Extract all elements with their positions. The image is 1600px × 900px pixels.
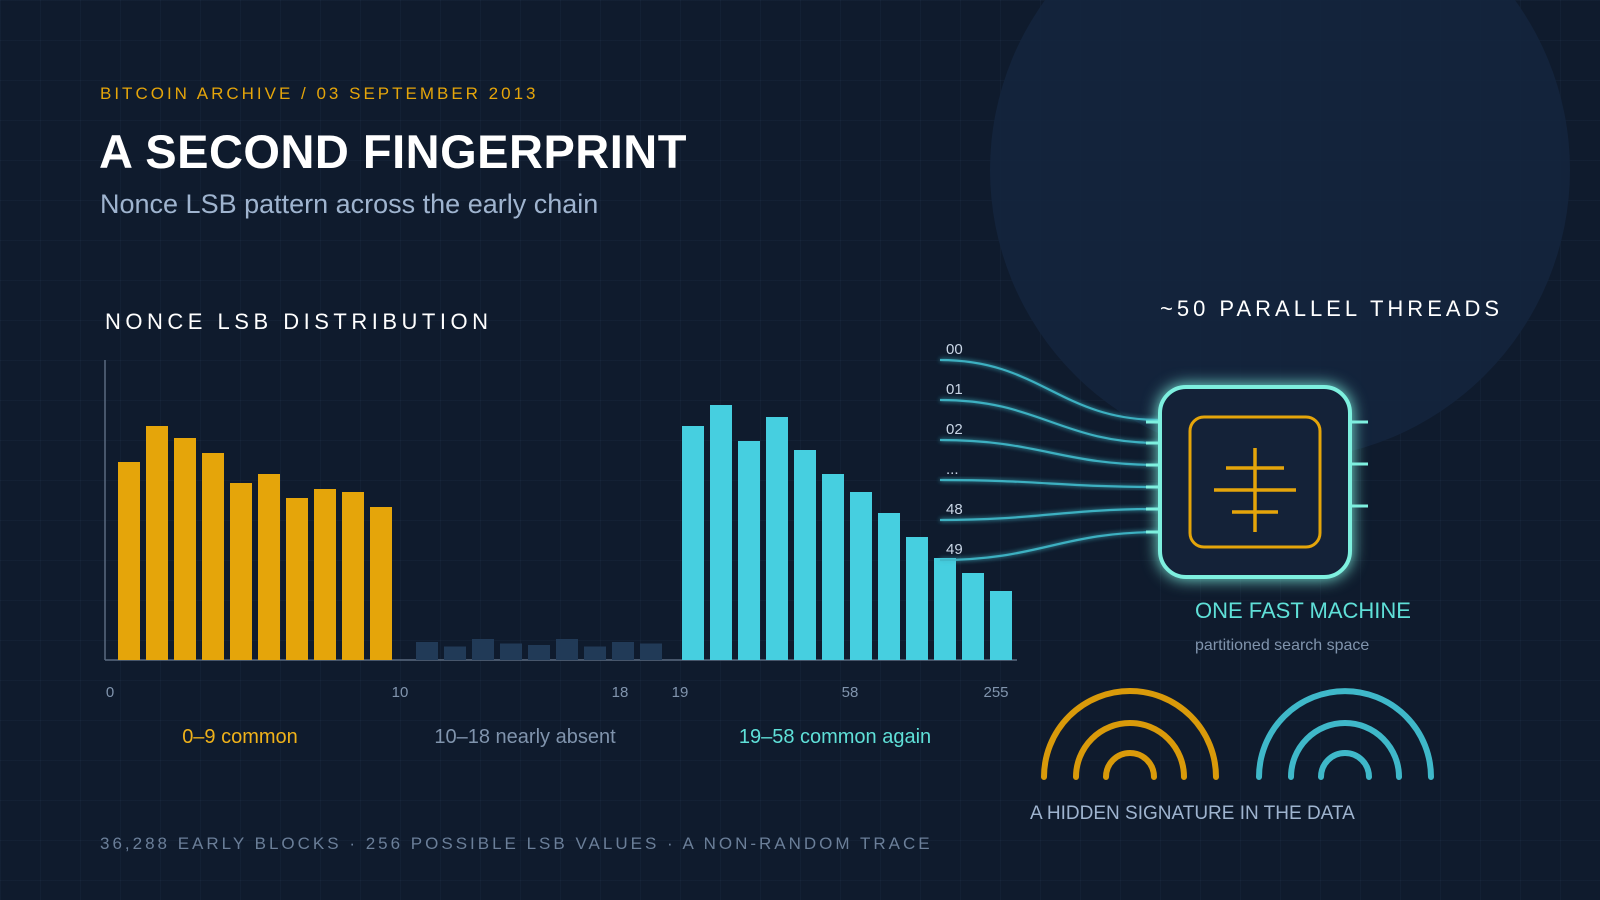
signature-label: A HIDDEN SIGNATURE IN THE DATA bbox=[1030, 803, 1355, 824]
bar-19-58-6 bbox=[850, 492, 872, 660]
bar-0-9-2 bbox=[174, 438, 196, 660]
bar-0-9-7 bbox=[314, 489, 336, 660]
page-title: A SECOND FINGERPRINT bbox=[99, 125, 687, 178]
x-tick-label: 19 bbox=[672, 684, 689, 701]
thread-label-2: 02 bbox=[946, 421, 963, 438]
page-subtitle: Nonce LSB pattern across the early chain bbox=[100, 189, 599, 219]
bar-0-9-0 bbox=[118, 462, 140, 660]
bar-0-9-8 bbox=[342, 492, 364, 660]
x-tick-label: 10 bbox=[392, 684, 409, 701]
bar-0-9-5 bbox=[258, 474, 280, 660]
bar-10-18-6 bbox=[584, 646, 606, 660]
thread-label-4: 48 bbox=[946, 501, 963, 518]
thread-line-4 bbox=[939, 507, 1161, 522]
x-tick-label: 255 bbox=[983, 684, 1008, 701]
x-tick-label: 58 bbox=[842, 684, 859, 701]
signal-arc-left-0 bbox=[1041, 688, 1219, 780]
background-glow-circle bbox=[990, 0, 1570, 460]
bar-10-18-1 bbox=[444, 646, 466, 660]
signal-arc-left-1 bbox=[1073, 720, 1187, 780]
range-label-absent: 10–18 nearly absent bbox=[434, 726, 616, 748]
machine-subtitle: partitioned search space bbox=[1195, 637, 1370, 654]
thread-label-1: 01 bbox=[946, 381, 963, 398]
thread-line-3 bbox=[939, 478, 1161, 489]
bar-19-58-4 bbox=[794, 450, 816, 660]
bar-19-58-10 bbox=[962, 573, 984, 660]
signal-arc-right-0 bbox=[1256, 688, 1434, 780]
threads-heading: ~50 PARALLEL THREADS bbox=[1160, 296, 1504, 321]
signal-arc-right-1 bbox=[1288, 720, 1402, 780]
bar-10-18-4 bbox=[528, 645, 550, 660]
x-tick-label: 18 bbox=[612, 684, 629, 701]
thread-label-0: 00 bbox=[946, 341, 963, 358]
thread-line-1 bbox=[939, 398, 1161, 445]
bar-0-9-4 bbox=[230, 483, 252, 660]
bar-0-9-3 bbox=[202, 453, 224, 660]
bar-19-58-11 bbox=[990, 591, 1012, 660]
signal-arc-left-2 bbox=[1103, 750, 1157, 780]
chart-title: NONCE LSB DISTRIBUTION bbox=[105, 309, 493, 334]
bar-19-58-8 bbox=[906, 537, 928, 660]
bar-10-18-2 bbox=[472, 639, 494, 660]
bar-10-18-8 bbox=[640, 643, 662, 660]
bar-19-58-9 bbox=[934, 558, 956, 660]
bar-19-58-3 bbox=[766, 417, 788, 660]
thread-line-2 bbox=[939, 438, 1161, 467]
thread-label-3: ... bbox=[946, 461, 959, 478]
bar-19-58-1 bbox=[710, 405, 732, 660]
thread-line-0 bbox=[939, 358, 1161, 422]
bar-10-18-5 bbox=[556, 639, 578, 660]
bar-10-18-7 bbox=[612, 642, 634, 660]
bar-19-58-5 bbox=[822, 474, 844, 660]
bar-19-58-2 bbox=[738, 441, 760, 660]
machine-title: ONE FAST MACHINE bbox=[1195, 598, 1411, 623]
eyebrow-label: BITCOIN ARCHIVE / 03 SEPTEMBER 2013 bbox=[100, 84, 539, 103]
x-tick-label: 0 bbox=[106, 684, 114, 701]
thread-line-5 bbox=[939, 530, 1161, 562]
range-label-common: 0–9 common bbox=[182, 726, 298, 748]
bar-19-58-0 bbox=[682, 426, 704, 660]
bar-10-18-0 bbox=[416, 642, 438, 660]
bar-0-9-9 bbox=[370, 507, 392, 660]
signal-arc-right-2 bbox=[1318, 750, 1372, 780]
thread-label-5: 49 bbox=[946, 541, 963, 558]
bar-0-9-1 bbox=[146, 426, 168, 660]
footer-stats: 36,288 EARLY BLOCKS · 256 POSSIBLE LSB V… bbox=[100, 834, 933, 853]
bar-10-18-3 bbox=[500, 643, 522, 660]
range-label-common-again: 19–58 common again bbox=[738, 726, 932, 748]
cpu-chip-icon bbox=[1146, 385, 1368, 579]
bar-19-58-7 bbox=[878, 513, 900, 660]
bar-0-9-6 bbox=[286, 498, 308, 660]
